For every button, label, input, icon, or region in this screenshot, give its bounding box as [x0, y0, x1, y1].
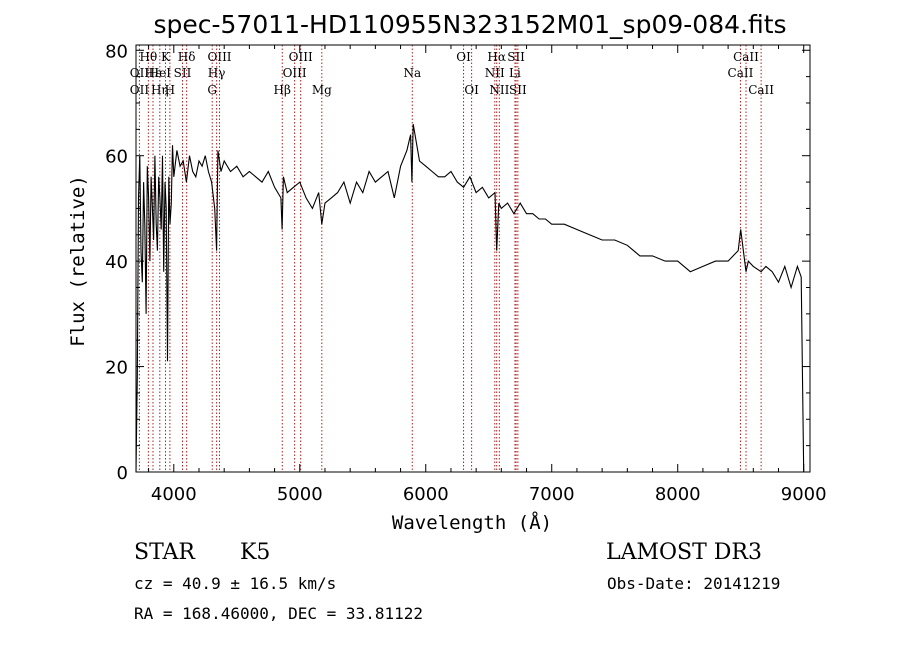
object-class: STAR	[134, 540, 195, 565]
y-tick-label: 80	[105, 41, 128, 62]
spectral-line-label: OIII	[283, 66, 307, 80]
x-tick-label: 9000	[781, 484, 827, 505]
spectral-line-label: Hδ	[178, 50, 196, 64]
spectral-line-label: H	[165, 83, 175, 97]
spectral-line-label: Na	[403, 66, 421, 80]
spectral-line-label: Hα	[487, 50, 506, 64]
x-tick-label: 4000	[151, 484, 197, 505]
spectral-line-label: Mg	[312, 83, 332, 97]
spectral-line-label: SII	[509, 83, 527, 97]
spectral-line-label: Li	[509, 66, 521, 80]
spectral-line-markers	[138, 45, 762, 472]
spectral-line-label: SII	[507, 50, 525, 64]
object-subclass: K5	[240, 540, 271, 565]
spectral-line-label: Hβ	[274, 83, 291, 97]
spectral-line-label: OI	[456, 50, 471, 64]
spectral-line-label: HeI	[149, 66, 172, 80]
x-tick-label: 7000	[529, 484, 575, 505]
spectral-line-label: OII	[130, 83, 150, 97]
coordinates: RA = 168.46000, DEC = 33.81122	[134, 604, 423, 623]
y-tick-label: 20	[105, 358, 128, 379]
x-tick-label: 5000	[277, 484, 323, 505]
spectrum-line	[135, 124, 805, 473]
spectral-line-label: NII	[489, 83, 509, 97]
spectral-line-label: K	[161, 50, 171, 64]
plot-frame	[135, 44, 811, 473]
y-tick-label: 60	[105, 147, 128, 168]
spectral-line-label: SII	[174, 66, 192, 80]
spectral-line-label: CaII	[748, 83, 774, 97]
spectral-line-label: Hη	[151, 83, 169, 97]
spectral-line-label: OI	[464, 83, 479, 97]
redshift-velocity: cz = 40.9 ± 16.5 km/s	[134, 574, 337, 593]
chart-title: spec-57011-HD110955N323152M01_sp09-084.f…	[153, 10, 786, 39]
spectral-line-label: Hε	[145, 66, 162, 80]
y-axis-ticks: 0 20 40 60 80	[105, 41, 810, 484]
spectral-line-label: CaII	[728, 66, 754, 80]
spectral-line-label: OII	[130, 66, 150, 80]
y-tick-label: 0	[117, 463, 128, 484]
spectral-line-label: CaII	[733, 50, 759, 64]
y-tick-label: 40	[105, 252, 128, 273]
spectral-line-label: OIII	[289, 50, 313, 64]
spectral-line-label: NII	[485, 66, 505, 80]
x-tick-label: 8000	[655, 484, 701, 505]
spectral-line-label: Hθ	[139, 50, 157, 64]
x-axis-label: Wavelength (Å)	[392, 511, 552, 534]
spectral-line-label: OIII	[207, 50, 231, 64]
spectral-line-label: G	[207, 83, 217, 97]
survey-name: LAMOST DR3	[606, 540, 762, 565]
spectral-line-label: Hγ	[208, 66, 226, 80]
x-axis-ticks: 4000 5000 6000 7000 8000 9000	[148, 45, 827, 505]
y-axis-label: Flux (relative)	[67, 175, 89, 347]
observation-date: Obs-Date: 20141219	[607, 574, 781, 593]
x-tick-label: 6000	[403, 484, 449, 505]
